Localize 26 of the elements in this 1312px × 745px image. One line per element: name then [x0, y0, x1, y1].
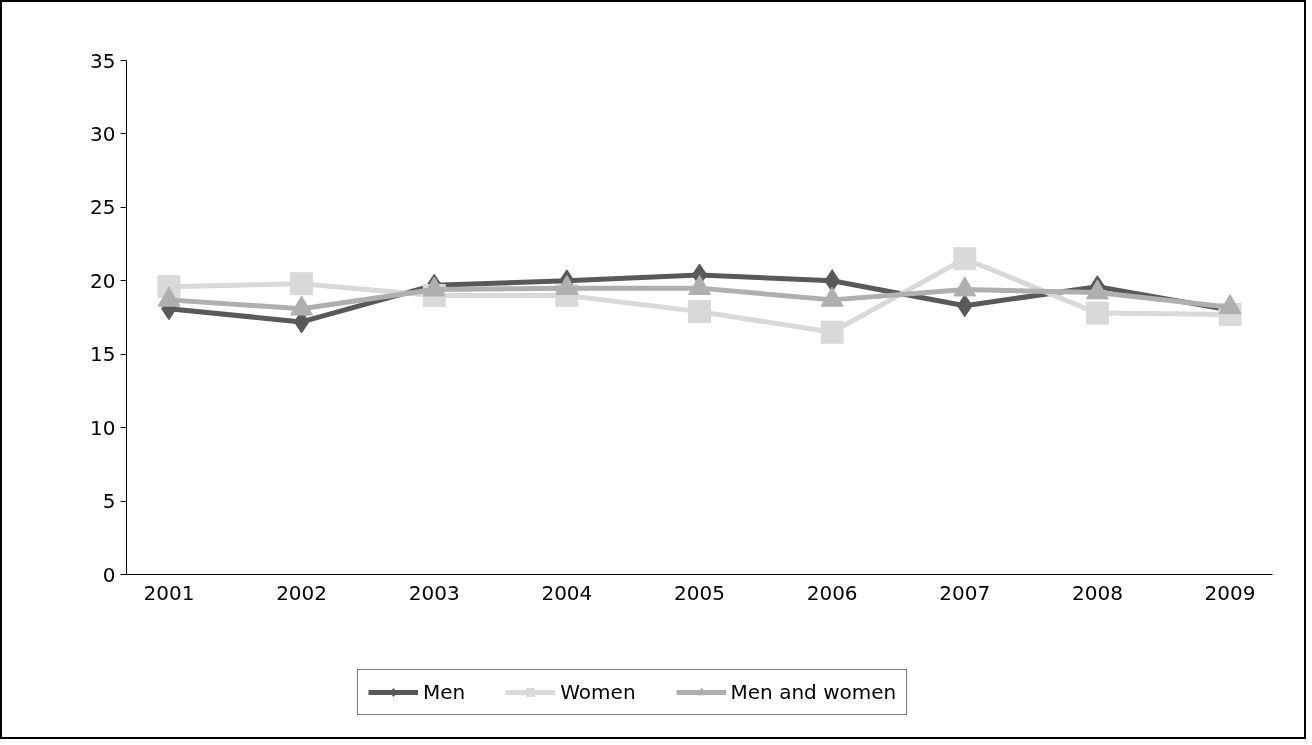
x-tick-label: 2001	[143, 580, 195, 605]
point	[688, 300, 711, 324]
x-tick-label: 2002	[276, 580, 328, 605]
x-tick-label: 2004	[541, 580, 593, 605]
y-tick-label: 20	[90, 268, 116, 293]
point	[956, 294, 973, 318]
x-tick-label: 2005	[674, 580, 725, 605]
point	[290, 272, 314, 296]
y-tick-label: 35	[90, 48, 116, 73]
y-tick-label: 0	[102, 562, 116, 587]
x-tick-label: 2006	[806, 580, 858, 605]
x-tick-label: 2008	[1071, 580, 1123, 605]
y-tick-label: 10	[90, 415, 116, 440]
x-tick-label: 2007	[939, 580, 991, 605]
y-tick-label: 25	[90, 195, 116, 220]
point	[820, 320, 844, 344]
y-tick-label: 15	[90, 342, 116, 367]
legend-label: Men	[423, 680, 466, 704]
x-tick-label: 2003	[408, 580, 460, 605]
point	[1085, 301, 1109, 325]
legend-label: Women	[560, 680, 636, 704]
point	[953, 247, 977, 271]
x-tick-label: 2009	[1204, 580, 1256, 605]
legend-label: Men and women	[730, 680, 897, 704]
y-tick-label: 5	[102, 489, 116, 514]
y-tick-label: 30	[90, 121, 116, 146]
